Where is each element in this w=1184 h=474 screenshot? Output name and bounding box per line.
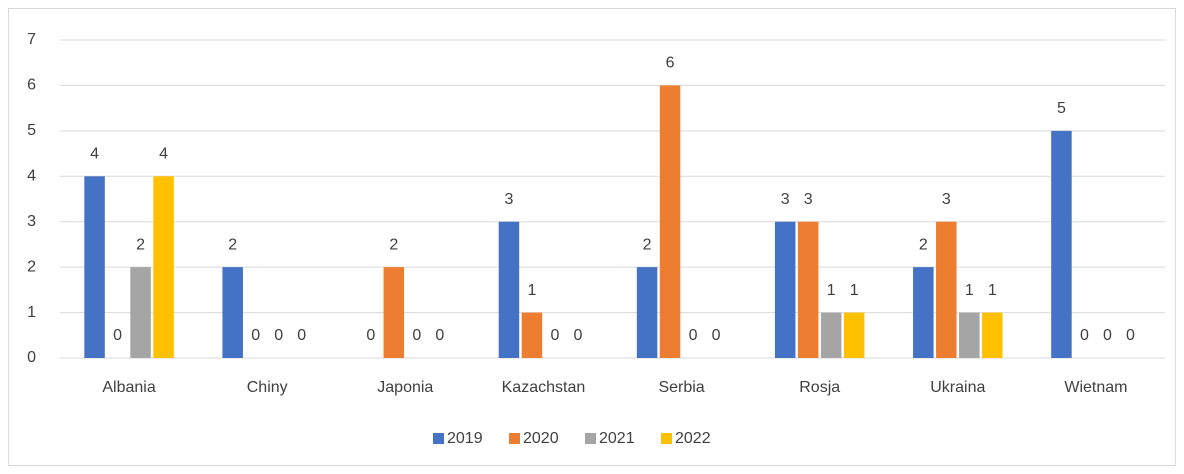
bar: [498, 221, 520, 358]
y-tick-label: 5: [27, 122, 36, 139]
data-label: 3: [781, 191, 790, 208]
data-label: 4: [90, 146, 99, 163]
data-label: 3: [804, 191, 813, 208]
y-tick-label: 7: [27, 31, 36, 48]
data-label: 0: [573, 327, 582, 344]
data-label: 1: [988, 282, 997, 299]
legend-swatch: [661, 433, 672, 444]
x-tick-label: Albania: [102, 379, 155, 396]
x-tick-label: Rosja: [799, 379, 840, 396]
data-label: 0: [113, 327, 122, 344]
y-tick-label: 4: [27, 168, 36, 185]
chart-frame: [8, 8, 1176, 466]
bar: [959, 312, 980, 358]
bar: [797, 221, 819, 358]
bar: [222, 267, 243, 358]
data-label: 0: [297, 327, 306, 344]
legend-label: 2020: [523, 430, 559, 447]
bar: [659, 85, 681, 358]
data-label: 4: [159, 146, 168, 163]
data-label: 1: [827, 282, 836, 299]
x-tick-label: Japonia: [377, 379, 433, 396]
data-label: 0: [1103, 327, 1112, 344]
data-label: 2: [643, 236, 652, 253]
x-tick-label: Serbia: [658, 379, 704, 396]
data-label: 0: [1080, 327, 1089, 344]
x-tick-label: Wietnam: [1064, 379, 1127, 396]
data-label: 1: [965, 282, 974, 299]
legend-label: 2019: [447, 430, 483, 447]
bar: [84, 176, 105, 358]
data-label: 3: [942, 191, 951, 208]
bar: [153, 176, 174, 358]
bar: [636, 267, 658, 358]
data-label: 5: [1057, 100, 1066, 117]
bar: [521, 312, 543, 358]
data-label: 0: [550, 327, 559, 344]
bar: [383, 267, 405, 358]
data-label: 1: [527, 282, 536, 299]
bar: [936, 221, 957, 358]
data-label: 3: [504, 191, 513, 208]
y-tick-label: 0: [27, 349, 36, 366]
y-tick-label: 2: [27, 258, 36, 275]
data-label: 0: [251, 327, 260, 344]
legend-label: 2021: [599, 430, 635, 447]
data-label: 0: [366, 327, 375, 344]
legend-swatch: [433, 433, 444, 444]
bar: [982, 312, 1003, 358]
data-label: 1: [850, 282, 859, 299]
data-label: 0: [435, 327, 444, 344]
data-label: 0: [1126, 327, 1135, 344]
legend-label: 2022: [675, 430, 711, 447]
legend-swatch: [585, 433, 596, 444]
legend-swatch: [509, 433, 520, 444]
data-label: 0: [689, 327, 698, 344]
bar: [774, 221, 796, 358]
bar: [843, 312, 865, 358]
x-tick-label: Kazachstan: [502, 379, 586, 396]
data-label: 2: [228, 236, 237, 253]
x-tick-label: Chiny: [247, 379, 288, 396]
data-label: 0: [712, 327, 721, 344]
data-label: 2: [136, 236, 145, 253]
y-tick-label: 6: [27, 77, 36, 94]
data-label: 6: [666, 55, 675, 72]
data-label: 0: [274, 327, 283, 344]
bar: [1051, 130, 1072, 358]
y-tick-label: 3: [27, 213, 36, 230]
x-tick-label: Ukraina: [930, 379, 985, 396]
y-tick-label: 1: [27, 304, 36, 321]
bar: [913, 267, 934, 358]
bar: [130, 267, 151, 358]
data-label: 0: [412, 327, 421, 344]
data-label: 2: [919, 236, 928, 253]
data-label: 2: [389, 236, 398, 253]
bar: [820, 312, 842, 358]
